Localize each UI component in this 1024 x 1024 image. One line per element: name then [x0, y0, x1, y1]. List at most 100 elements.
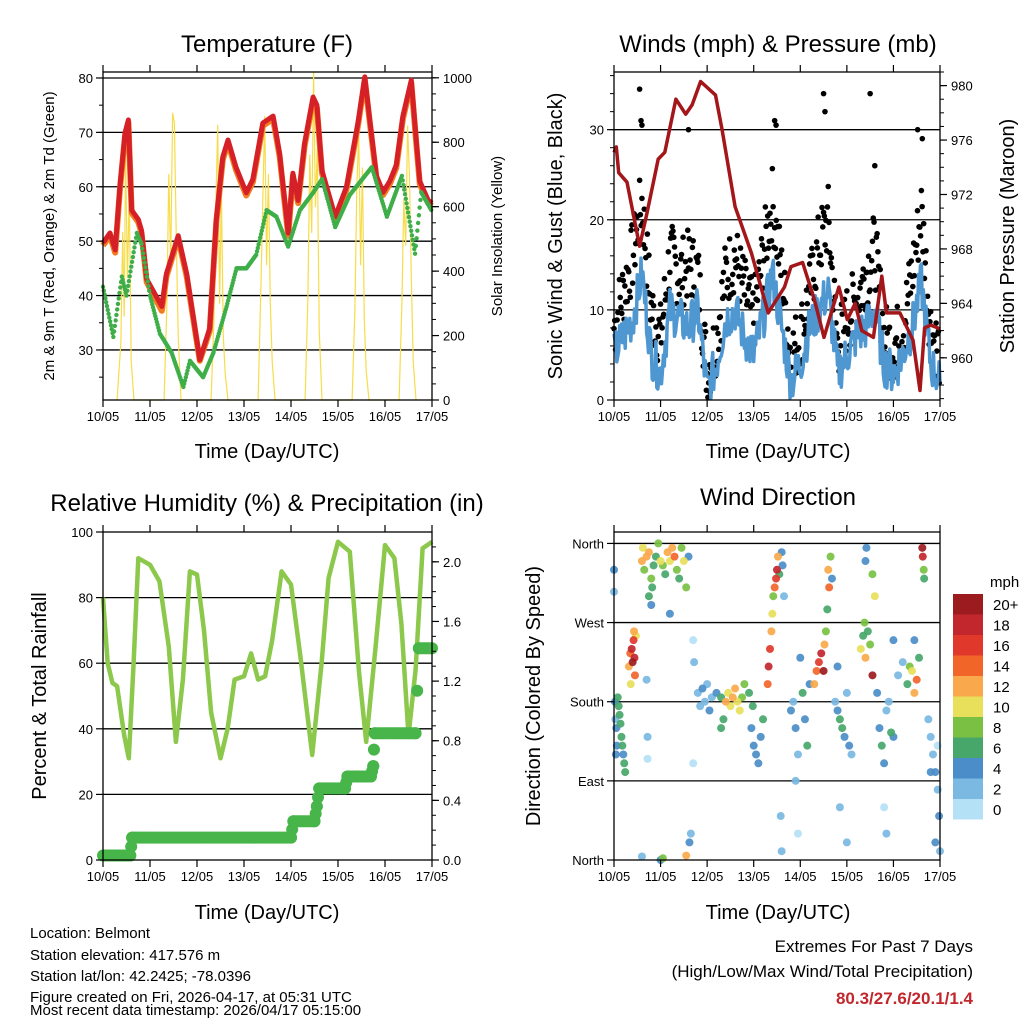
dewpoint-point	[103, 296, 108, 301]
dewpoint-point	[404, 201, 409, 206]
y2-tick-label: 1.6	[443, 614, 461, 629]
y2-tick-label: 2.0	[443, 555, 461, 570]
gust-extreme-point	[636, 86, 643, 92]
dewpoint-point	[408, 224, 413, 229]
y-tick-label: 0	[86, 853, 93, 868]
direction-point	[769, 592, 778, 601]
x-tick-label: 13/05	[228, 409, 261, 424]
gust-point	[769, 165, 776, 172]
gust-point	[827, 260, 834, 266]
plot-frame	[613, 71, 941, 401]
direction-point	[842, 838, 851, 847]
dewpoint-point	[406, 214, 412, 220]
gust-point	[776, 223, 783, 230]
dewpoint-point	[403, 196, 408, 201]
gust-point	[737, 245, 744, 251]
gust-point	[739, 280, 745, 286]
x-tick-label: 17/05	[924, 409, 957, 424]
gust-point	[767, 221, 774, 227]
direction-point	[613, 693, 622, 702]
gust-point	[754, 284, 760, 290]
gust-point	[861, 276, 867, 282]
x-tick-label: 15/05	[322, 409, 355, 424]
x-tick-label: 16/05	[369, 869, 402, 884]
humidity-xlabel: Time (Day/UTC)	[195, 902, 340, 924]
x-tick-label: 13/05	[737, 409, 770, 424]
legend-swatch	[953, 717, 983, 738]
gust-point	[743, 265, 749, 272]
x-tick-label: 12/05	[181, 869, 214, 884]
direction-point	[773, 552, 782, 561]
direction-point	[630, 627, 639, 636]
gust-point	[722, 245, 728, 251]
direction-point	[903, 680, 912, 689]
gust-point	[617, 294, 624, 301]
gust-point	[618, 310, 625, 317]
gust-extreme-point	[773, 122, 779, 128]
y-tick-label: 80	[79, 591, 93, 606]
gust-point	[750, 320, 757, 327]
direction-point	[908, 666, 917, 675]
gust-point	[629, 222, 635, 228]
dewpoint-point	[104, 303, 110, 309]
dewpoint-point	[262, 214, 268, 220]
gust-point	[684, 293, 690, 299]
dewpoint-point	[402, 187, 407, 192]
gust-point	[702, 328, 709, 335]
gust-point	[810, 276, 817, 283]
direction-point	[861, 557, 870, 566]
y-tick-label: West	[575, 616, 605, 631]
gust-point	[678, 251, 685, 258]
x-tick-label: 15/05	[831, 409, 864, 424]
legend-label: 0	[993, 802, 1001, 819]
direction-point	[689, 759, 698, 768]
x-tick-label: 12/05	[181, 409, 214, 424]
x-tick-label: 11/05	[134, 409, 166, 424]
direction-point	[856, 644, 865, 653]
gust-point	[744, 298, 751, 304]
direction-point	[889, 636, 898, 645]
gust-extreme-point	[638, 117, 644, 124]
direction-point	[670, 552, 679, 561]
legend-swatch	[953, 696, 983, 717]
direction-point	[791, 724, 800, 733]
direction-point	[827, 574, 836, 583]
gust-point	[756, 258, 762, 265]
direction-point	[842, 688, 851, 697]
direction-point	[812, 666, 821, 675]
dewpoint-series	[100, 164, 434, 390]
dewpoint-point	[258, 231, 264, 237]
gust-point	[923, 248, 929, 254]
y-tick-label: 60	[79, 656, 93, 671]
gust-point	[742, 257, 748, 264]
gust-point	[688, 266, 694, 273]
gust-point	[817, 252, 824, 259]
gust-point	[641, 206, 648, 212]
gust-point	[900, 332, 907, 339]
dewpoint-point	[413, 243, 419, 249]
gust-point	[893, 335, 900, 341]
gust-point	[848, 318, 855, 324]
y-tick-label: 0	[597, 393, 604, 408]
direction-title: Wind Direction	[700, 484, 856, 511]
dewpoint-point	[255, 245, 261, 251]
gust-point	[809, 245, 815, 252]
plot-frame	[102, 71, 433, 401]
dewpoint-point	[143, 269, 149, 275]
direction-point	[776, 812, 785, 821]
gust-point	[920, 220, 927, 227]
direction-point	[654, 539, 663, 548]
gust-point	[687, 257, 693, 263]
gust-point	[660, 311, 667, 318]
gust-point	[713, 325, 720, 331]
gust-point	[627, 294, 634, 301]
dewpoint-point	[415, 220, 421, 226]
dewpoint-point	[105, 307, 110, 313]
dewpoint-point	[132, 245, 137, 250]
dewpoint-point	[106, 311, 111, 317]
legend-label: 6	[993, 741, 1001, 758]
direction-point	[868, 671, 877, 680]
y-tick-label: 70	[79, 125, 93, 140]
gust-point	[741, 292, 748, 298]
x-tick-label: 17/05	[416, 869, 449, 884]
